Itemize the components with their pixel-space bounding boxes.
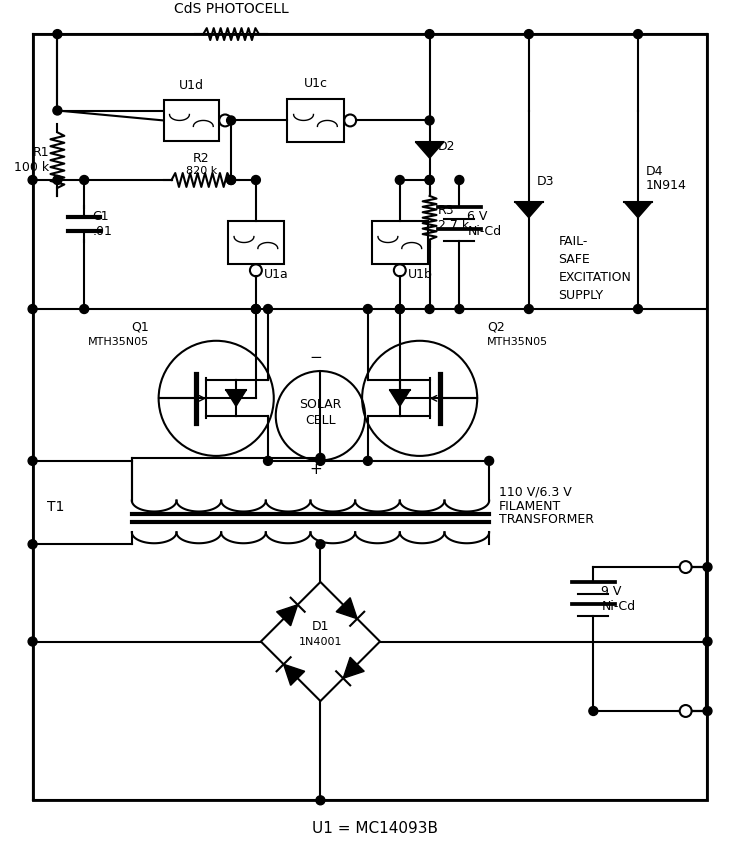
Text: 820 k: 820 k [186, 166, 217, 176]
Circle shape [316, 540, 325, 549]
Circle shape [680, 561, 692, 573]
Circle shape [226, 175, 236, 184]
Circle shape [251, 305, 260, 313]
Circle shape [263, 456, 272, 466]
Circle shape [251, 175, 260, 184]
Circle shape [251, 305, 260, 313]
Circle shape [316, 456, 325, 466]
Text: R3
2.7 k: R3 2.7 k [437, 204, 469, 232]
Text: R1
100 k: R1 100 k [14, 147, 50, 174]
Circle shape [484, 456, 494, 466]
Polygon shape [277, 605, 298, 626]
Circle shape [680, 705, 692, 717]
Circle shape [316, 796, 325, 805]
Circle shape [425, 116, 434, 125]
Circle shape [53, 29, 62, 39]
Text: MTH35N05: MTH35N05 [88, 337, 148, 347]
Bar [164, 99, 219, 141]
Text: −: − [309, 350, 322, 365]
Text: U1a: U1a [264, 269, 289, 281]
Circle shape [53, 175, 62, 184]
Polygon shape [344, 658, 364, 679]
Bar [286, 99, 344, 142]
Text: T1: T1 [47, 499, 64, 514]
Circle shape [455, 175, 464, 184]
Polygon shape [336, 598, 357, 619]
Circle shape [226, 116, 236, 125]
Polygon shape [515, 202, 543, 218]
Circle shape [395, 305, 404, 313]
Text: D3: D3 [537, 175, 554, 188]
Circle shape [425, 305, 434, 313]
Text: U1d: U1d [179, 78, 204, 92]
Text: U1c: U1c [304, 77, 328, 90]
Text: CELL: CELL [305, 413, 336, 427]
Text: 1N914: 1N914 [646, 179, 687, 192]
Circle shape [455, 305, 464, 313]
Circle shape [425, 175, 434, 184]
Text: SOLAR: SOLAR [299, 397, 341, 411]
Circle shape [28, 637, 37, 646]
Text: D2: D2 [437, 141, 455, 153]
Circle shape [80, 175, 88, 184]
Text: CdS PHOTOCELL: CdS PHOTOCELL [174, 3, 289, 16]
Circle shape [80, 305, 88, 313]
Text: 1N4001: 1N4001 [298, 637, 342, 647]
Circle shape [634, 305, 643, 313]
Text: Q1: Q1 [131, 321, 148, 334]
Bar [372, 221, 427, 264]
Polygon shape [226, 391, 246, 407]
Circle shape [226, 175, 236, 184]
Text: 110 V/6.3 V: 110 V/6.3 V [499, 486, 572, 498]
Circle shape [364, 305, 372, 313]
Text: U1 = MC14093B: U1 = MC14093B [312, 821, 438, 835]
Circle shape [395, 305, 404, 313]
Text: C1
.01: C1 .01 [92, 210, 112, 237]
Polygon shape [416, 142, 443, 158]
Circle shape [316, 454, 325, 462]
Circle shape [28, 305, 37, 313]
Text: D1: D1 [312, 620, 329, 632]
Polygon shape [390, 391, 410, 407]
Circle shape [589, 706, 598, 716]
Text: FAIL-
SAFE
EXCITATION
SUPPLY: FAIL- SAFE EXCITATION SUPPLY [559, 235, 632, 301]
Circle shape [703, 637, 712, 646]
Circle shape [53, 106, 62, 115]
Circle shape [425, 29, 434, 39]
Text: D4: D4 [646, 165, 664, 178]
Polygon shape [624, 202, 652, 218]
Text: TRANSFORMER: TRANSFORMER [499, 514, 594, 526]
Circle shape [524, 29, 533, 39]
Text: +: + [309, 462, 322, 477]
Circle shape [28, 540, 37, 549]
Circle shape [703, 706, 712, 716]
Text: FILAMENT: FILAMENT [499, 499, 561, 513]
Circle shape [28, 175, 37, 184]
Text: 9 V
Ni-Cd: 9 V Ni-Cd [602, 585, 635, 613]
Polygon shape [284, 664, 304, 685]
Circle shape [364, 456, 372, 466]
Text: U1b: U1b [408, 269, 433, 281]
Text: Q2: Q2 [488, 321, 505, 334]
Circle shape [703, 562, 712, 572]
Bar [228, 221, 284, 264]
Circle shape [28, 456, 37, 466]
Text: 6 V
Ni-Cd: 6 V Ni-Cd [467, 210, 502, 237]
Text: R2: R2 [193, 152, 209, 165]
Circle shape [425, 175, 434, 184]
Circle shape [395, 175, 404, 184]
Circle shape [634, 29, 643, 39]
Circle shape [263, 305, 272, 313]
Text: MTH35N05: MTH35N05 [488, 337, 548, 347]
Circle shape [524, 305, 533, 313]
